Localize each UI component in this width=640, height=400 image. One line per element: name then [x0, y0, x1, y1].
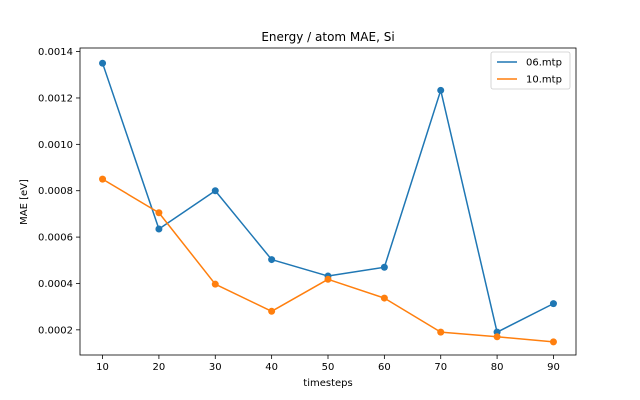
data-point-1-2 [211, 280, 219, 288]
y-axis-label: MAE [eV] [19, 179, 30, 225]
y-tick-label: 0.0014 [38, 47, 73, 58]
x-tick-label: 70 [434, 362, 447, 373]
legend-label-0: 06.mtp [526, 58, 562, 69]
legend-label-1: 10.mtp [526, 75, 562, 86]
x-tick-label: 80 [491, 362, 504, 373]
y-tick-label: 0.0006 [38, 233, 73, 244]
x-tick-label: 40 [265, 362, 278, 373]
data-point-0-2 [211, 187, 219, 195]
data-point-0-8 [549, 300, 557, 308]
data-point-1-0 [99, 175, 107, 183]
data-point-0-5 [380, 263, 388, 271]
data-point-1-8 [549, 338, 557, 346]
y-tick-label: 0.0008 [38, 186, 73, 197]
data-point-1-7 [493, 333, 501, 341]
y-tick-label: 0.0010 [38, 140, 73, 151]
data-point-1-4 [324, 275, 332, 283]
x-tick-label: 30 [209, 362, 222, 373]
data-point-1-1 [155, 209, 163, 217]
data-point-1-6 [437, 328, 445, 336]
data-point-0-6 [437, 86, 445, 94]
data-point-1-3 [268, 307, 276, 315]
x-axis-label: timesteps [303, 378, 352, 389]
x-tick-label: 50 [322, 362, 335, 373]
legend: 06.mtp 10.mtp [490, 51, 571, 90]
data-point-0-0 [99, 59, 107, 67]
y-tick-label: 0.0012 [38, 93, 73, 104]
x-tick-label: 20 [153, 362, 166, 373]
y-tick-label: 0.0004 [38, 279, 73, 290]
x-tick-label: 10 [96, 362, 109, 373]
x-tick-label: 90 [547, 362, 560, 373]
data-point-1-5 [380, 294, 388, 302]
x-tick-label: 60 [378, 362, 391, 373]
y-tick-label: 0.0002 [38, 325, 73, 336]
data-point-0-3 [268, 256, 276, 264]
data-point-0-1 [155, 225, 163, 233]
plot-area: 10 20 30 40 50 60 70 80 90 0.0002 0.0004 0.0006 0.00… [38, 47, 577, 373]
chart-title: Energy / atom MAE, Si [261, 30, 394, 44]
